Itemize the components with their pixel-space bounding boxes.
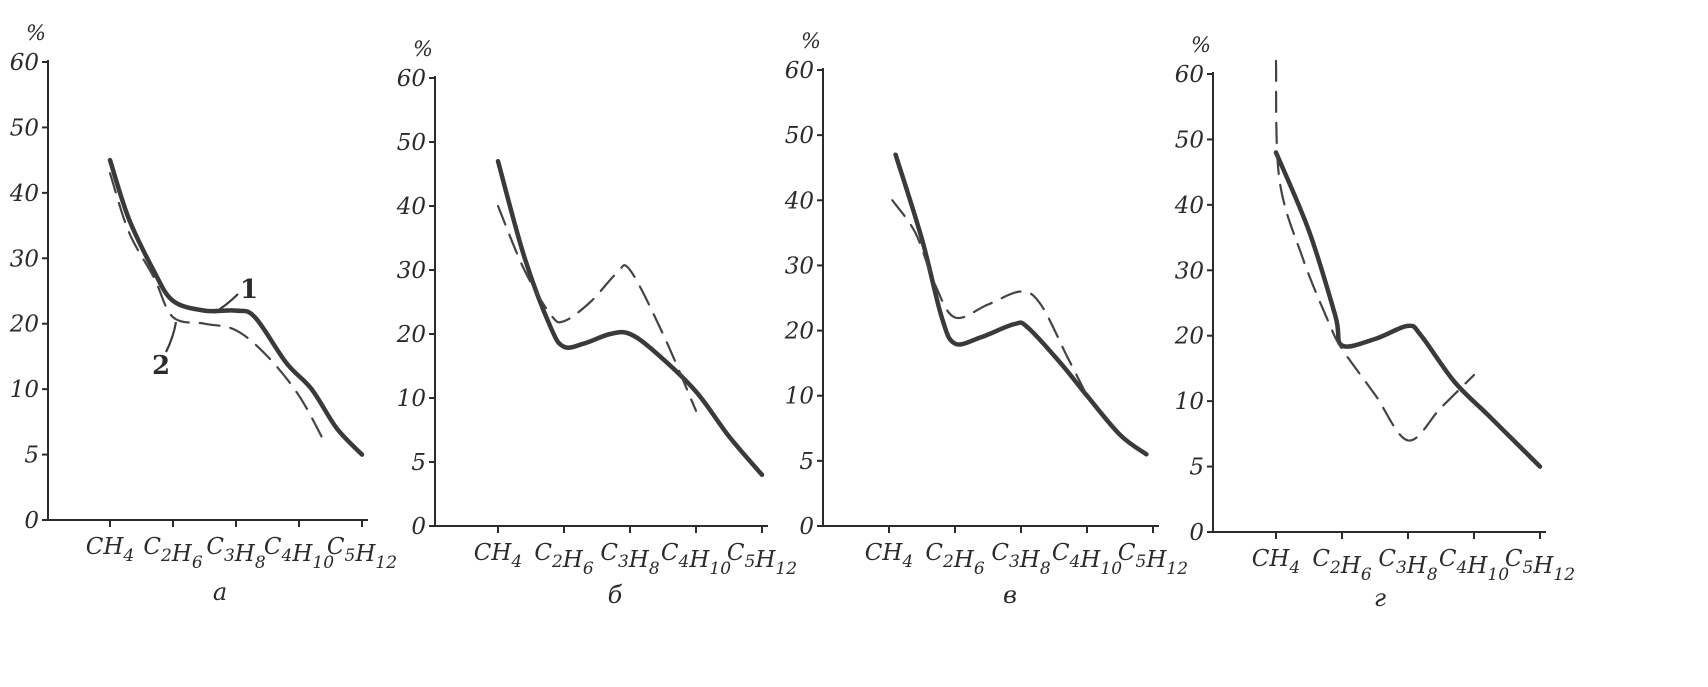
y-tick-label: 0 xyxy=(1189,520,1204,546)
y-tick-label: 30 xyxy=(10,246,39,272)
series-line-solid xyxy=(495,158,765,478)
panel-label: а xyxy=(213,578,227,606)
series-line-solid xyxy=(1273,150,1543,469)
curve-label-2: 2 xyxy=(152,351,170,381)
series-line-solid xyxy=(893,152,1149,457)
category-label-2: C3H8 xyxy=(1378,546,1438,585)
category-label-4: C5H12 xyxy=(327,534,397,573)
y-tick-label: 10 xyxy=(397,386,426,412)
y-tick-label: 60 xyxy=(785,58,814,84)
y-tick-label: 5 xyxy=(24,443,39,469)
panel-label: б xyxy=(608,581,623,609)
curve-label-1-leader xyxy=(213,293,239,314)
panel-label: в xyxy=(1003,581,1017,609)
series-line-dashed xyxy=(1274,59,1476,442)
y-tick-label: 10 xyxy=(1175,389,1204,415)
category-label-0: CH4 xyxy=(474,540,522,572)
y-tick-label: 60 xyxy=(10,50,39,76)
category-label-3: C4H10 xyxy=(1052,540,1122,579)
y-tick-label: 50 xyxy=(397,130,426,156)
y-tick-label: 30 xyxy=(397,258,426,284)
category-label-4: C5H12 xyxy=(1505,546,1575,585)
series-line-solid xyxy=(107,157,365,457)
y-tick-label: 50 xyxy=(1175,127,1204,153)
y-tick-label: 50 xyxy=(785,123,814,149)
category-label-1: C2H6 xyxy=(143,534,203,573)
category-label-1: C2H6 xyxy=(1312,546,1372,585)
category-label-0: CH4 xyxy=(1252,546,1300,578)
category-label-0: CH4 xyxy=(865,540,913,572)
category-label-1: C2H6 xyxy=(925,540,985,579)
series-line-dashed xyxy=(496,204,698,412)
y-tick-label: 5 xyxy=(799,449,814,475)
category-label-2: C3H8 xyxy=(991,540,1051,579)
category-label-4: C5H12 xyxy=(1118,540,1188,579)
y-tick-label: 5 xyxy=(411,450,426,476)
y-tick-label: 60 xyxy=(1175,62,1204,88)
category-label-0: CH4 xyxy=(86,534,134,566)
category-label-2: C3H8 xyxy=(600,540,660,579)
y-tick-label: 40 xyxy=(9,181,39,207)
y-tick-label: 20 xyxy=(784,319,814,345)
category-label-3: C4H10 xyxy=(661,540,731,579)
y-tick-label: 0 xyxy=(799,514,814,540)
y-tick-label: 5 xyxy=(1189,455,1204,481)
y-tick-label: 40 xyxy=(1174,193,1204,219)
unit-label: % xyxy=(413,37,433,61)
y-tick-label: 20 xyxy=(396,322,426,348)
category-label-3: C4H10 xyxy=(264,534,334,573)
y-tick-label: 20 xyxy=(9,312,39,338)
y-tick-label: 20 xyxy=(1174,324,1204,350)
y-tick-label: 40 xyxy=(784,188,814,214)
category-label-1: C2H6 xyxy=(534,540,594,579)
category-label-3: C4H10 xyxy=(1439,546,1509,585)
series-line-dashed xyxy=(891,199,1089,397)
curve-label-2-leader xyxy=(165,321,178,353)
unit-label: % xyxy=(1191,33,1211,57)
category-label-2: C3H8 xyxy=(206,534,266,573)
y-tick-label: 10 xyxy=(10,377,39,403)
curve-label-1: 1 xyxy=(240,275,258,305)
panel-label: г xyxy=(1374,584,1386,612)
y-tick-label: 30 xyxy=(785,253,814,279)
series-line-dashed xyxy=(108,172,326,443)
y-tick-label: 50 xyxy=(10,115,39,141)
y-tick-label: 40 xyxy=(396,194,426,220)
y-tick-label: 60 xyxy=(397,66,426,92)
unit-label: % xyxy=(26,21,46,45)
y-tick-label: 30 xyxy=(1175,258,1204,284)
y-tick-label: 0 xyxy=(411,514,426,540)
unit-label: % xyxy=(801,29,821,53)
category-label-4: C5H12 xyxy=(727,540,797,579)
y-tick-label: 0 xyxy=(24,508,39,534)
y-tick-label: 10 xyxy=(785,384,814,410)
